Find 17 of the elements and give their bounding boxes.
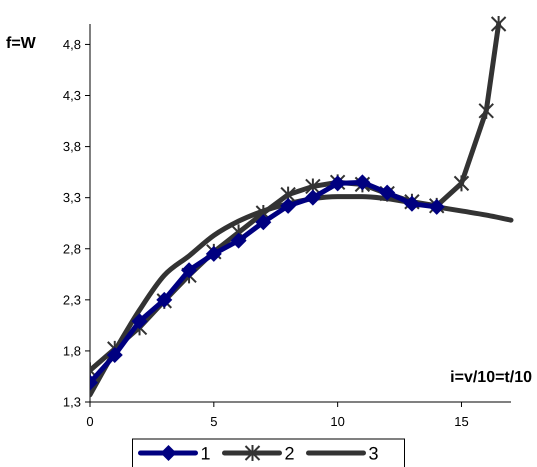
y-tick-label: 1,3 bbox=[62, 394, 81, 410]
y-tick-label: 1,8 bbox=[62, 343, 81, 358]
y-tick-label: 4,8 bbox=[62, 36, 81, 52]
legend-label: 2 bbox=[284, 443, 295, 464]
y-tick-label: 2,8 bbox=[62, 241, 81, 256]
y-axis-title: f=W bbox=[6, 35, 37, 52]
legend-label: 3 bbox=[368, 443, 379, 464]
y-tick-label: 3,8 bbox=[62, 139, 81, 154]
x-tick-label: 0 bbox=[86, 414, 94, 429]
x-axis-title: i=v/10=t/10 bbox=[450, 369, 532, 386]
x-tick-label: 5 bbox=[210, 414, 218, 429]
x-tick-label: 10 bbox=[330, 414, 345, 429]
y-tick-label: 3,3 bbox=[62, 190, 81, 206]
y-tick-label: 2,3 bbox=[62, 292, 81, 308]
x-tick-label: 15 bbox=[454, 414, 469, 429]
legend-label: 1 bbox=[200, 443, 211, 464]
y-tick-label: 4,3 bbox=[62, 88, 81, 104]
